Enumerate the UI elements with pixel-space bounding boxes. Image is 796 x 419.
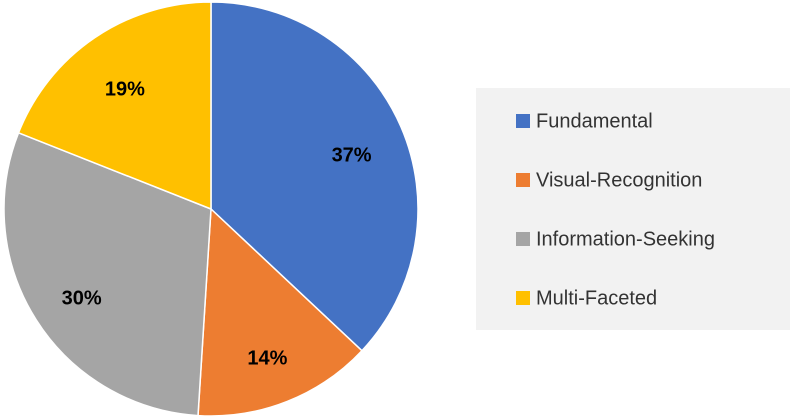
legend-label: Multi-Faceted: [536, 287, 657, 309]
pie-slice: [3, 131, 212, 417]
data-label: 19%: [105, 79, 145, 101]
legend-swatch: [516, 291, 530, 305]
legend-swatch: [516, 114, 530, 128]
data-label: 14%: [247, 348, 287, 370]
pie-slice: [210, 1, 419, 352]
data-label: 30%: [62, 287, 102, 309]
legend-box: [476, 88, 790, 330]
pie-slice: [17, 1, 212, 211]
legend-label: Information-Seeking: [536, 228, 715, 250]
data-label: 37%: [332, 144, 372, 166]
pie-slice: [197, 207, 363, 417]
legend-label: Fundamental: [536, 110, 653, 132]
legend-swatch: [516, 232, 530, 246]
legend-swatch: [516, 173, 530, 187]
legend-label: Visual-Recognition: [536, 169, 702, 191]
